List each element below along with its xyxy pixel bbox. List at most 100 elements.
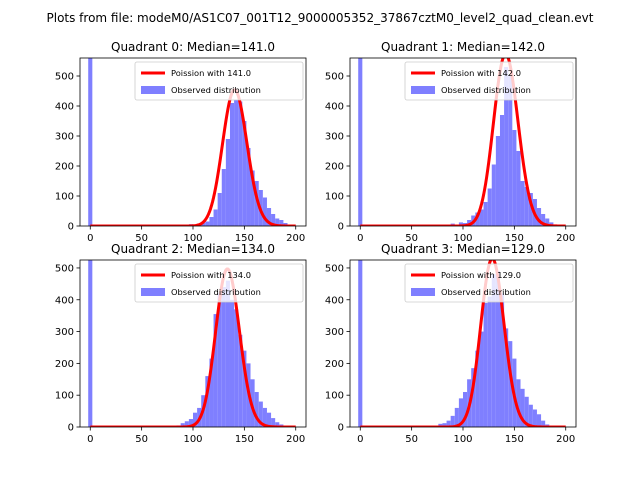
y-tick-label: 100: [55, 391, 74, 402]
plot-area: [358, 260, 567, 427]
histogram-bar: [450, 415, 455, 427]
histogram-bar: [254, 181, 259, 226]
legend-box: [134, 263, 304, 303]
histogram-bar: [520, 181, 525, 226]
y-tick-label: 400: [325, 102, 344, 113]
x-tick-label: 200: [286, 233, 305, 244]
histogram-bar: [250, 170, 255, 226]
histogram-bar: [536, 208, 542, 226]
histogram-bar: [516, 151, 521, 226]
histogram-bar: [541, 420, 546, 427]
histogram-bar: [545, 218, 550, 226]
histogram-bar: [229, 103, 235, 226]
x-tick-label: 200: [556, 233, 575, 244]
histogram-bar: [205, 376, 210, 427]
x-tick-label: 100: [453, 233, 472, 244]
legend-bar-swatch: [141, 288, 165, 296]
x-tick-label: 150: [235, 233, 254, 244]
histogram-bar: [180, 423, 185, 427]
histogram-bar: [271, 418, 276, 427]
histogram-bar: [238, 334, 243, 427]
legend-label-poisson: Poission with 134.0: [171, 270, 251, 280]
y-tick-label: 300: [55, 132, 74, 143]
legend-label-observed: Observed distribution: [441, 287, 531, 297]
histogram-bar: [454, 407, 459, 427]
histogram-bar: [458, 398, 463, 427]
y-tick-label: 400: [55, 102, 74, 113]
y-tick-label: 200: [55, 162, 74, 173]
histogram-bar: [209, 217, 214, 226]
histogram-bar: [209, 358, 214, 427]
histogram-bar: [358, 260, 363, 427]
poisson-curve: [89, 267, 297, 427]
x-tick-label: 0: [357, 434, 363, 445]
y-tick-label: 500: [325, 263, 344, 274]
y-tick-label: 200: [55, 359, 74, 370]
x-tick-label: 100: [453, 434, 472, 445]
histogram-bar: [221, 169, 226, 226]
y-tick-label: 100: [55, 192, 74, 203]
histogram-bar: [536, 414, 542, 427]
x-tick-label: 50: [405, 434, 418, 445]
histogram-bar: [184, 421, 189, 427]
histogram-bar: [495, 271, 500, 427]
histogram-bar: [217, 293, 222, 427]
poisson-curve: [359, 260, 567, 427]
histogram-bar: [467, 220, 472, 226]
histogram-bar: [528, 404, 533, 427]
legend-label-observed: Observed distribution: [171, 287, 261, 297]
legend-bar-swatch: [411, 288, 435, 296]
histogram-bar: [254, 392, 259, 427]
histogram-bar: [188, 419, 193, 427]
y-tick-label: 0: [68, 423, 74, 434]
legend-box: [404, 61, 574, 101]
x-tick-label: 0: [87, 233, 93, 244]
legend-box: [404, 263, 574, 303]
subplot-1: 0 50 100 150 200 0 100 200 300 400 500 Quadrant 1: …: [325, 40, 577, 244]
x-tick-label: 50: [135, 434, 148, 445]
histogram-bar: [512, 130, 517, 226]
histogram-bar: [234, 100, 239, 226]
plot-area: [88, 260, 297, 427]
histogram-bar: [213, 314, 218, 427]
y-tick-label: 0: [338, 423, 344, 434]
histogram-bar: [499, 115, 505, 226]
histogram-bar: [504, 328, 509, 427]
histogram-bar: [225, 280, 230, 427]
subplot-title: Quadrant 0: Median=141.0: [111, 40, 275, 54]
y-tick-label: 200: [325, 359, 344, 370]
histogram-bar: [471, 368, 476, 427]
histogram-bar: [266, 208, 272, 226]
y-tick-label: 500: [325, 72, 344, 83]
x-tick-label: 200: [286, 434, 305, 445]
subplot-0: 0 50 100 150 200 0 100 200 300 400 500 Quadrant 0: …: [55, 40, 307, 244]
histogram-bar: [205, 221, 210, 226]
y-tick-label: 300: [55, 327, 74, 338]
legend-label-observed: Observed distribution: [441, 85, 531, 95]
histogram-bar: [225, 139, 230, 226]
x-tick-label: 150: [235, 434, 254, 445]
histogram-bar: [262, 197, 267, 226]
histogram-bar: [541, 214, 546, 226]
legend-label-observed: Observed distribution: [171, 85, 261, 95]
histogram-bar: [201, 223, 206, 226]
histogram-bar: [508, 341, 513, 427]
histogram-bar: [262, 407, 267, 427]
histogram-bar: [242, 350, 247, 427]
histogram-bar: [499, 293, 505, 427]
legend-box: [134, 61, 304, 101]
legend-bar-swatch: [141, 86, 165, 94]
histogram-bar: [266, 412, 272, 427]
histogram-bar: [532, 409, 537, 427]
x-tick-label: 100: [183, 434, 202, 445]
histogram-bar: [234, 309, 239, 427]
subplot-3: 0 50 100 150 200 0 100 200 300 400 500 Quadrant 3: …: [325, 242, 577, 445]
legend-label-poisson: Poission with 142.0: [441, 68, 521, 78]
histogram-bar: [487, 296, 492, 427]
histogram-bar: [524, 396, 529, 427]
histogram-bar: [483, 302, 488, 427]
x-tick-label: 200: [556, 434, 575, 445]
histogram-bar: [271, 214, 276, 226]
